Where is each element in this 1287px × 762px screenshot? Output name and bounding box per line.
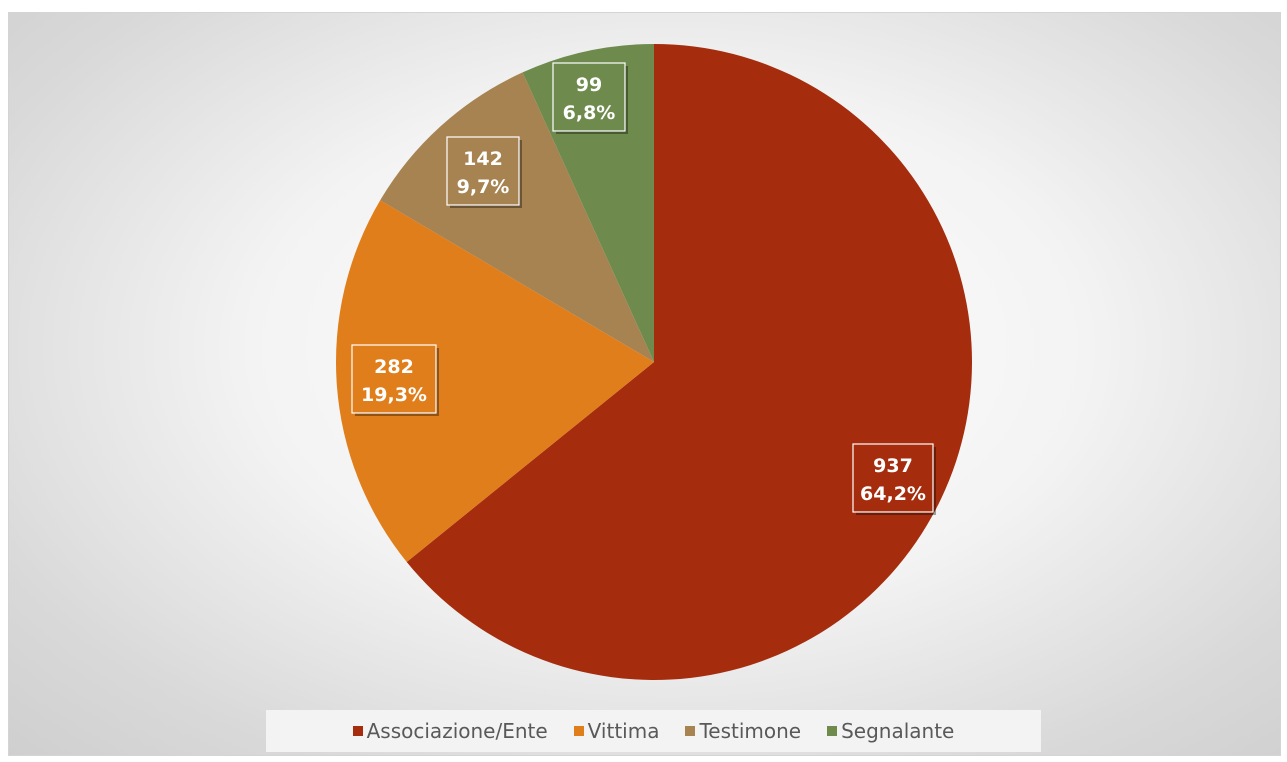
data-label-value: 282 <box>374 356 414 378</box>
legend-item-vittima: Vittima <box>573 719 660 743</box>
legend-swatch <box>685 726 696 736</box>
data-label: 282 19,3% <box>351 344 439 416</box>
legend-swatch <box>573 726 584 736</box>
data-label-box <box>351 344 437 414</box>
data-label-value: 142 <box>463 148 503 170</box>
legend-swatch <box>827 726 838 736</box>
data-label-box <box>552 62 626 132</box>
legend-item-associazione: Associazione/Ente <box>352 719 548 743</box>
data-label: 142 9,7% <box>446 136 522 208</box>
legend-swatch <box>352 726 363 736</box>
data-label-percent: 64,2% <box>860 483 926 505</box>
legend-label: Segnalante <box>841 719 955 743</box>
legend-item-testimone: Testimone <box>685 719 801 743</box>
data-label-box <box>446 136 520 206</box>
slice-associazione-ente <box>406 44 972 680</box>
legend-label: Associazione/Ente <box>366 719 548 743</box>
data-label-percent: 19,3% <box>361 384 427 406</box>
data-label-value: 937 <box>873 455 913 477</box>
data-label: 937 64,2% <box>852 443 936 515</box>
data-label-percent: 9,7% <box>457 176 510 198</box>
data-label-value: 99 <box>576 74 602 96</box>
legend: Associazione/Ente Vittima Testimone Segn… <box>266 710 1041 752</box>
data-label-percent: 6,8% <box>563 102 616 124</box>
slice-vittima <box>336 200 654 562</box>
data-label-box <box>852 443 934 513</box>
legend-label: Testimone <box>699 719 802 743</box>
data-label: 99 6,8% <box>552 62 628 134</box>
legend-label: Vittima <box>587 719 660 743</box>
legend-item-segnalante: Segnalante <box>827 719 954 743</box>
